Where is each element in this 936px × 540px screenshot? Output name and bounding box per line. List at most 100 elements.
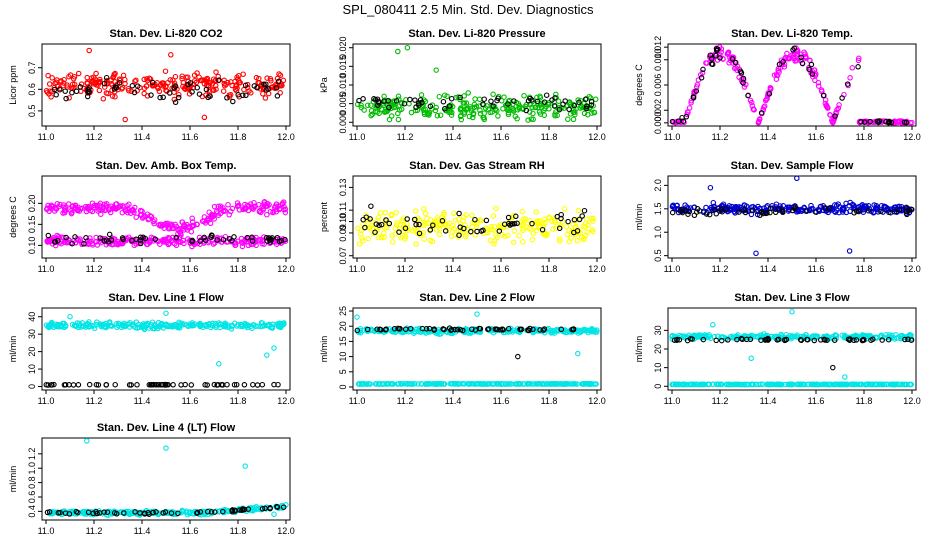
page-title: SPL_080411 2.5 Min. Std. Dev. Diagnostic… xyxy=(342,2,594,17)
data-point-selected xyxy=(867,118,873,125)
y-tick-label: 0.012 xyxy=(653,36,663,59)
data-point-low xyxy=(419,381,425,387)
data-point-all xyxy=(242,206,249,212)
y-tick-label: 0.010 xyxy=(653,49,663,72)
data-point-all xyxy=(59,320,66,327)
data-point-all xyxy=(457,107,464,113)
data-point-all xyxy=(240,206,246,213)
data-point-all xyxy=(873,202,880,209)
data-point-all xyxy=(794,332,800,338)
data-point-selected xyxy=(416,100,422,106)
data-point-selected xyxy=(782,337,788,344)
data-point-all xyxy=(755,119,762,125)
data-point-all xyxy=(563,223,570,230)
data-point-selected xyxy=(799,60,806,67)
y-tick-label: 0.10 xyxy=(27,237,37,255)
data-point-all xyxy=(521,218,528,224)
data-point-all xyxy=(702,332,708,338)
data-point-lower xyxy=(249,235,256,241)
data-point-all xyxy=(442,222,448,228)
data-point-all xyxy=(421,206,427,212)
data-point-all xyxy=(421,222,427,229)
data-point-all xyxy=(532,220,538,227)
data-point-selected xyxy=(401,100,408,107)
x-tick-label: 12.0 xyxy=(277,396,295,406)
data-point-all xyxy=(242,463,248,469)
data-point-all xyxy=(179,73,185,79)
data-point-selected xyxy=(45,232,52,239)
data-point-selected xyxy=(707,52,714,58)
data-point-selected xyxy=(494,326,501,333)
x-tick-label: 12.0 xyxy=(588,264,606,274)
data-point-selected xyxy=(220,236,227,243)
data-point-all xyxy=(400,215,407,221)
y-tick-label: 0 xyxy=(653,384,663,389)
data-point-selected xyxy=(768,205,774,212)
data-point-all xyxy=(572,109,578,115)
data-point-all xyxy=(897,333,904,339)
data-point-selected xyxy=(571,102,578,109)
data-point-all xyxy=(890,206,896,212)
panel-title: Stan. Dev. Gas Stream RH xyxy=(409,160,545,172)
data-point-all xyxy=(134,325,141,331)
data-point-selected xyxy=(582,96,589,103)
data-point-selected xyxy=(714,47,720,54)
data-point-all xyxy=(451,210,457,217)
data-point-all xyxy=(139,324,146,331)
data-point-selected xyxy=(515,353,521,360)
data-point-all xyxy=(725,50,731,56)
data-point-all xyxy=(552,113,558,119)
data-point-selected xyxy=(416,221,422,228)
data-point-selected xyxy=(896,207,903,213)
data-point-selected xyxy=(263,87,269,93)
data-point-selected xyxy=(49,382,55,388)
data-point-selected xyxy=(798,337,805,344)
data-point-selected xyxy=(878,208,884,215)
data-point-selected xyxy=(558,326,565,333)
data-point-all xyxy=(578,234,585,241)
data-point-selected xyxy=(454,326,461,333)
data-point-lower xyxy=(72,240,79,246)
data-point-all xyxy=(105,90,111,97)
data-point-all xyxy=(448,233,455,240)
data-point-all xyxy=(399,232,406,239)
data-point-all xyxy=(753,250,759,257)
data-point-all xyxy=(170,77,176,83)
x-tick-label: 11.0 xyxy=(349,396,366,406)
data-point-selected xyxy=(133,236,139,242)
data-point-all xyxy=(263,203,269,210)
data-point-selected xyxy=(77,84,84,90)
data-point-all xyxy=(393,222,400,228)
data-point-all xyxy=(120,72,127,79)
data-point-selected xyxy=(145,509,151,516)
data-point-all xyxy=(514,115,520,122)
data-point-selected xyxy=(375,98,382,105)
data-point-all xyxy=(461,100,468,106)
data-point-all xyxy=(83,322,90,328)
data-point-all xyxy=(436,93,443,100)
data-point-selected xyxy=(875,119,882,125)
data-point-all xyxy=(97,204,103,210)
data-point-all xyxy=(253,74,260,81)
data-point-selected xyxy=(446,103,453,109)
data-point-all xyxy=(761,104,767,110)
data-point-all xyxy=(473,104,480,110)
data-point-selected xyxy=(372,229,378,236)
data-point-all xyxy=(751,107,757,113)
data-point-selected xyxy=(480,101,486,107)
data-point-all xyxy=(47,322,54,328)
data-point-selected xyxy=(508,221,515,227)
data-point-selected xyxy=(416,230,423,237)
data-point-selected xyxy=(216,77,222,83)
data-point-selected xyxy=(806,66,812,73)
data-point-all xyxy=(436,331,443,337)
data-point-all xyxy=(206,87,213,93)
data-point-selected xyxy=(113,511,120,517)
data-point-selected xyxy=(855,64,861,70)
data-point-selected xyxy=(790,47,796,53)
data-point-selected xyxy=(683,114,690,120)
panel-title: Stan. Dev. Line 3 Flow xyxy=(734,292,850,304)
data-point-low xyxy=(460,380,467,387)
data-point-all xyxy=(116,76,123,82)
